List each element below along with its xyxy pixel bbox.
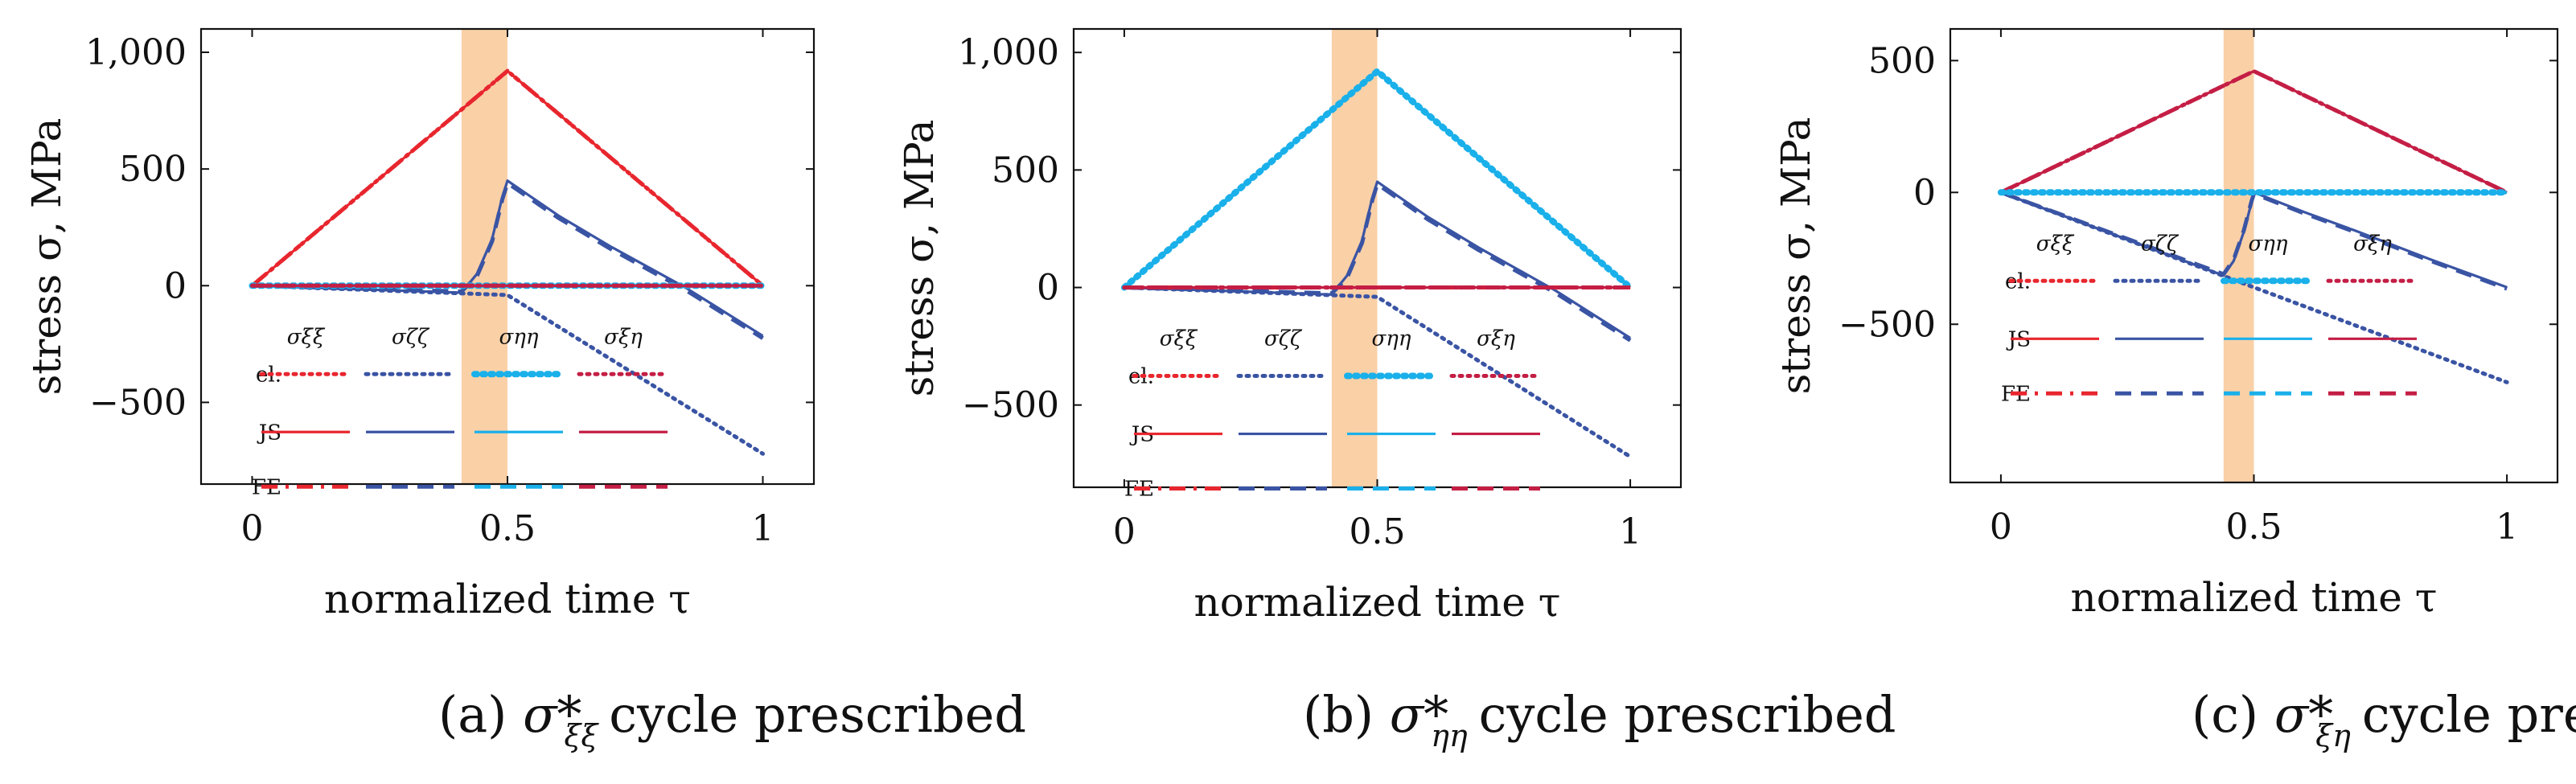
- x-tick-label: 0: [1113, 511, 1136, 552]
- plastic-band: [2223, 29, 2254, 482]
- series-σζζ-el.: [250, 283, 765, 456]
- series-σζζ-JS: [252, 179, 764, 338]
- series-σζζ-FE: [1124, 182, 1632, 343]
- legend-column-header: σξξ: [287, 325, 326, 349]
- caption-text: cycle prescribed: [1479, 685, 1896, 744]
- x-tick-label: 0: [241, 508, 264, 549]
- y-axis-label: stress σ, MPa: [1773, 117, 1819, 395]
- series-σξξ-FE: [250, 68, 765, 288]
- x-axis-label: normalized time τ: [2071, 574, 2438, 621]
- legend-column-header: σηη: [1372, 327, 1411, 351]
- chart-a: 0 0.5 1 1,000 500 0 −500 normalized time τ stres…: [23, 27, 1026, 753]
- caption-text: cycle prescribed: [609, 685, 1026, 744]
- x-tick-label: 1: [2496, 507, 2518, 548]
- legend-column-header: σξξ: [2036, 232, 2075, 256]
- y-tick-label: 500: [1868, 40, 1936, 81]
- caption-text: cycle prescribed: [2362, 685, 2576, 744]
- caption-label: (b): [1303, 685, 1390, 744]
- x-axis-label: normalized time τ: [1194, 579, 1561, 626]
- x-tick-label: 0.5: [479, 508, 536, 549]
- y-tick-label: −500: [1839, 304, 1936, 345]
- chart-c: 0 0.5 1 500 0 −500 normalized time τ stress σ, …: [1773, 27, 2576, 753]
- y-tick-label: −500: [962, 385, 1059, 426]
- legend-column-header: σζζ: [392, 325, 430, 349]
- panel-caption: (a) σ*ξξ cycle prescribed: [438, 685, 1026, 753]
- caption-subscript: ξξ: [564, 718, 599, 753]
- panel-caption: (c) σ*ξη cycle prescribed: [2192, 685, 2576, 753]
- series-σηη-FE: [1123, 69, 1632, 289]
- legend-column-header: σξη: [604, 325, 643, 349]
- legend-column-header: σηη: [499, 325, 539, 349]
- y-tick-label: 500: [992, 150, 1059, 191]
- x-axis-label: normalized time τ: [324, 576, 691, 622]
- caption-symbol: σ*: [2274, 685, 2333, 744]
- y-axis-label: stress σ, MPa: [896, 120, 943, 397]
- series-σζζ-JS: [1124, 180, 1631, 339]
- legend-column-header: σζζ: [2141, 232, 2180, 256]
- y-tick-label: 0: [1913, 172, 1936, 213]
- y-tick-label: 0: [1037, 268, 1059, 309]
- x-tick-label: 0.5: [2226, 507, 2282, 548]
- legend-column-header: σξξ: [1160, 327, 1198, 351]
- legend-column-header: σξη: [1477, 327, 1515, 351]
- series-σξη-FE: [1999, 69, 2508, 195]
- caption-label: (c): [2192, 685, 2274, 744]
- chart-b: 0 0.5 1 1,000 500 0 −500 normalized time τ stres…: [896, 27, 1896, 753]
- legend-column-header: σξη: [2353, 232, 2392, 256]
- caption-subscript: ηη: [1431, 718, 1468, 753]
- series-group: [249, 68, 766, 456]
- caption-label: (a): [438, 685, 523, 744]
- y-tick-label: 500: [119, 149, 187, 190]
- y-axis-label: stress σ, MPa: [23, 118, 70, 396]
- x-tick-label: 1: [752, 508, 774, 549]
- legend-column-header: σζζ: [1264, 327, 1303, 351]
- x-tick-label: 0: [1990, 507, 2012, 548]
- series-group: [1120, 68, 1634, 459]
- caption-symbol: σ*: [523, 685, 581, 744]
- series-σζζ-FE: [2000, 190, 2508, 291]
- y-tick-label: 0: [164, 265, 187, 306]
- y-tick-label: −500: [89, 382, 187, 423]
- caption-symbol: σ*: [1390, 685, 1448, 744]
- x-tick-label: 1: [1619, 511, 1641, 552]
- x-tick-label: 0.5: [1350, 511, 1406, 552]
- caption-subscript: ξη: [2315, 718, 2351, 753]
- y-tick-label: 1,000: [958, 32, 1059, 73]
- series-group: [1997, 69, 2511, 384]
- y-tick-label: 1,000: [85, 32, 187, 73]
- legend-column-header: σηη: [2249, 232, 2288, 256]
- panel-caption: (b) σ*ηη cycle prescribed: [1303, 685, 1896, 753]
